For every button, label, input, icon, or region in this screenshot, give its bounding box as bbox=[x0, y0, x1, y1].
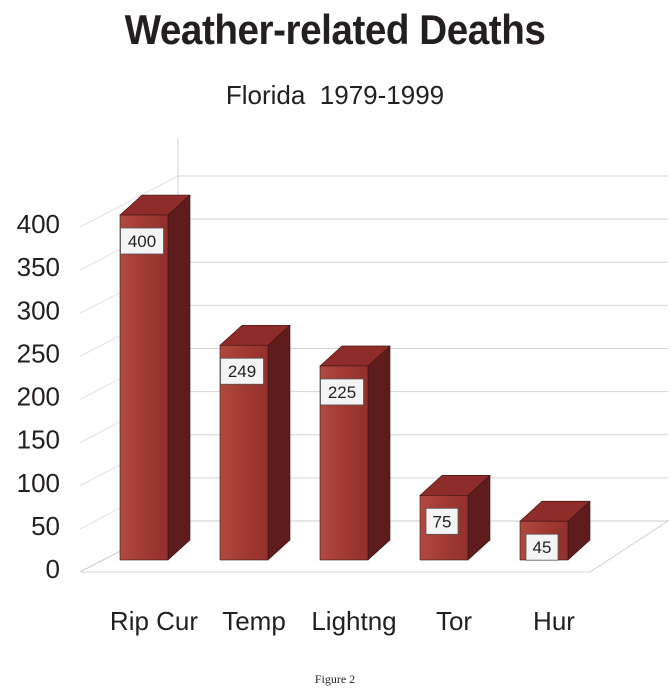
x-tick-label: Lightng bbox=[311, 606, 396, 636]
gridline-side bbox=[79, 175, 179, 228]
y-axis: 0 50 100 150 200 250 300 350 400 bbox=[17, 209, 60, 584]
x-axis: Rip Cur Temp Lightng Tor Hur bbox=[110, 606, 575, 636]
x-tick-label: Tor bbox=[436, 606, 472, 636]
data-label: 75 bbox=[433, 512, 452, 531]
data-label: 225 bbox=[328, 383, 356, 402]
chart-subtitle: Florida 1979-1999 bbox=[225, 80, 445, 110]
x-tick-label: Hur bbox=[533, 606, 575, 636]
data-label-box bbox=[320, 378, 364, 406]
figure-caption: Figure 2 bbox=[314, 672, 356, 686]
bar-series: 400 249 225 75 45 bbox=[119, 194, 591, 561]
bar-side bbox=[367, 345, 391, 561]
bar-side bbox=[167, 194, 191, 561]
bar-front bbox=[119, 214, 169, 561]
y-tick-label: 100 bbox=[17, 468, 60, 498]
y-tick-label: 0 bbox=[46, 554, 60, 584]
y-tick-label: 150 bbox=[17, 425, 60, 455]
data-label-box bbox=[525, 533, 559, 561]
data-label-box bbox=[120, 227, 164, 255]
bar: 249 bbox=[219, 324, 291, 561]
x-tick-label: Rip Cur bbox=[110, 606, 198, 636]
y-tick-label: 200 bbox=[17, 382, 60, 412]
bar: 75 bbox=[419, 474, 491, 561]
data-label: 249 bbox=[228, 362, 256, 381]
data-label-box bbox=[425, 507, 459, 535]
data-label: 400 bbox=[128, 232, 156, 251]
y-tick-label: 250 bbox=[17, 338, 60, 368]
x-tick-label: Temp bbox=[222, 606, 286, 636]
data-label-box bbox=[220, 357, 264, 385]
chart-title: Weather-related Deaths bbox=[124, 6, 546, 53]
bar: 45 bbox=[519, 500, 591, 561]
data-label: 45 bbox=[533, 538, 552, 557]
bar: 400 bbox=[119, 194, 191, 561]
bar: 225 bbox=[319, 345, 391, 561]
y-tick-label: 350 bbox=[17, 252, 60, 282]
y-tick-label: 50 bbox=[31, 511, 60, 541]
bar-side bbox=[267, 324, 291, 561]
y-tick-label: 400 bbox=[17, 209, 60, 239]
y-tick-label: 300 bbox=[17, 295, 60, 325]
